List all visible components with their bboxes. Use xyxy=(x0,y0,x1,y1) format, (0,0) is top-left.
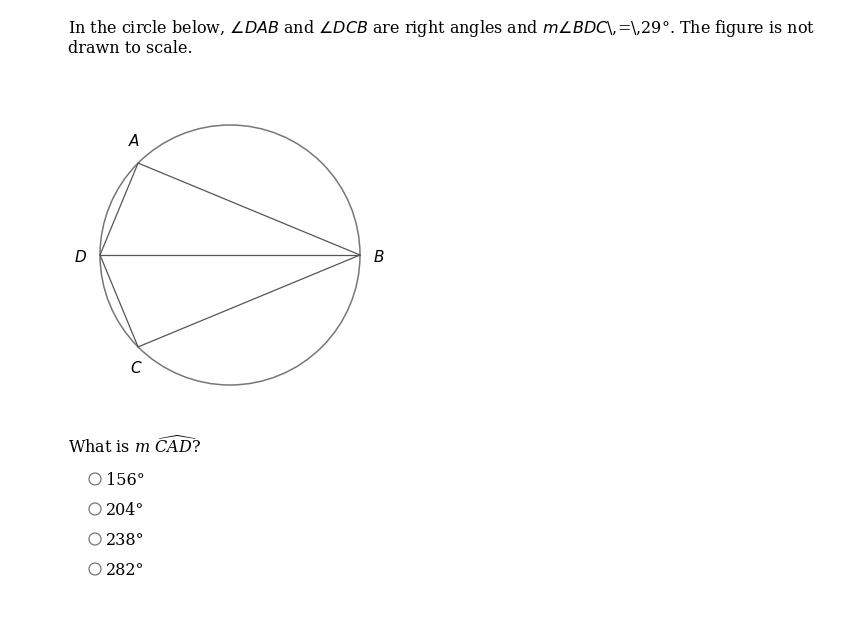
Text: C: C xyxy=(131,361,141,376)
Text: D: D xyxy=(74,249,86,264)
Text: drawn to scale.: drawn to scale. xyxy=(68,40,193,57)
Text: In the circle below, $\angle$$\it{DAB}$ and $\angle$$\it{DCB}$ are right angles : In the circle below, $\angle$$\it{DAB}$ … xyxy=(68,18,815,39)
Text: 238°: 238° xyxy=(106,532,144,549)
Text: What is $\it{m}$ $\widehat{\it{CAD}}$?: What is $\it{m}$ $\widehat{\it{CAD}}$? xyxy=(68,435,201,457)
Text: A: A xyxy=(129,134,139,149)
Text: B: B xyxy=(374,249,384,264)
Text: 204°: 204° xyxy=(106,502,144,519)
Text: 156°: 156° xyxy=(106,472,144,489)
Text: 282°: 282° xyxy=(106,562,144,579)
